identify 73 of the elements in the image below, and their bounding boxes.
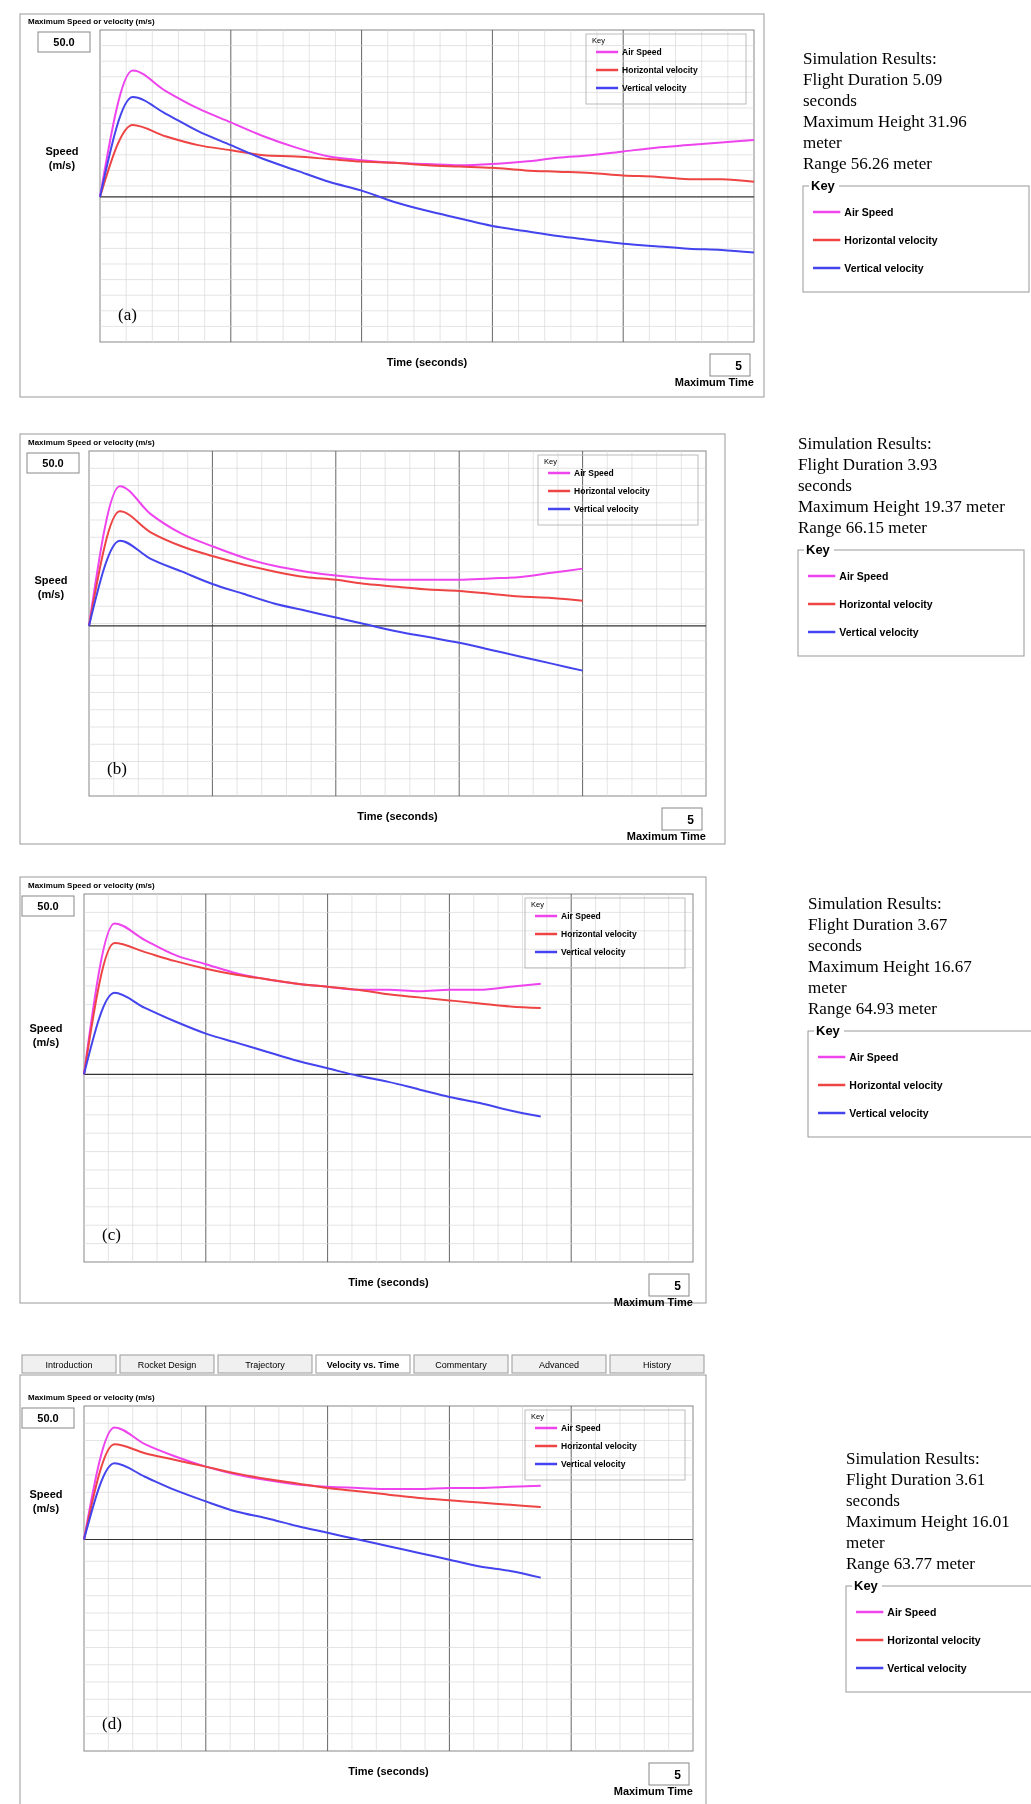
text: 50.0 [37,1412,59,1424]
text: 5 [674,1768,682,1782]
legend-label: Horizontal velocity [561,1441,637,1452]
legend-label: Air Speed [844,205,894,218]
legend-title: Key [854,1578,879,1593]
legend-label: Horizontal velocity [561,929,637,940]
text: (a) [118,305,137,324]
chart-title: Maximum Speed or velocity (m/s) [28,17,156,26]
legend-label: Horizontal velocity [887,1633,981,1646]
text: (b) [107,759,127,778]
y-axis-title: Speed (m/s) [45,144,79,171]
legend-label: Vertical velocity [574,504,639,515]
tab-row: Introduction Rocket Design Trajectory Velocity vs. Time Commentary Advanced History [21,1354,705,1374]
legend-label: Vertical velocity [887,1661,967,1674]
text: Range 56.26 meter [803,154,933,173]
legend-label: Vertical velocity [561,947,626,958]
legend-label: Vertical velocity [844,261,924,274]
text: 50.0 [42,457,64,469]
text: Range 63.77 meter [846,1554,976,1573]
x-axis-title: Time (seconds) [348,1276,430,1288]
legend-label: Horizontal velocity [622,65,698,76]
text: (d) [102,1714,122,1733]
legend-label: Air Speed [561,911,601,922]
text: Range 64.93 meter [808,999,938,1018]
legend-label: Horizontal velocity [574,486,650,497]
legend-label: Air Speed [561,1423,601,1434]
x-axis-title: Time (seconds) [386,356,468,368]
x-axis-title: Time (seconds) [357,810,439,822]
y-axis-title: Speed (m/s) [34,573,68,600]
text: Simulation Results: [798,434,932,453]
legend-label: Horizontal velocity [844,233,938,246]
legend-label: Horizontal velocity [849,1078,943,1091]
legend-label: Air Speed [887,1605,937,1618]
text: Simulation Results: [846,1449,980,1468]
text: Range 66.15 meter [798,518,928,537]
legend-label: Air Speed [839,569,889,582]
chart-title: Maximum Speed or velocity (m/s) [28,1393,156,1402]
text: 5 [735,359,743,373]
text: Simulation Results: [803,49,937,68]
text: (c) [102,1225,121,1244]
text: Flight Duration 3.61 seconds [846,1470,986,1510]
text: Maximum Time [613,1785,693,1797]
legend-label: Vertical velocity [839,625,919,638]
text: Maximum Time [613,1296,693,1308]
text: Maximum Height 31.96 meter [803,112,967,152]
text: 5 [687,813,695,827]
text: Flight Duration 3.67 seconds [808,915,948,955]
text: 5 [674,1279,682,1293]
text: 50.0 [53,36,75,48]
text: Maximum Height 19.37 meter [798,497,1006,516]
legend-label: Vertical velocity [849,1106,929,1119]
x-axis-title: Time (seconds) [348,1765,430,1777]
chart-title: Maximum Speed or velocity (m/s) [28,438,156,447]
text: Flight Duration 5.09 seconds [803,70,943,110]
text: Simulation Results: [808,894,942,913]
text: 50.0 [37,900,59,912]
legend-label: Vertical velocity [622,83,687,94]
chart-title: Maximum Speed or velocity (m/s) [28,881,156,890]
text: Flight Duration 3.93 seconds [798,455,938,495]
legend-title: Key [811,178,836,193]
legend-label: Vertical velocity [561,1459,626,1470]
legend-label: Air Speed [622,47,662,58]
y-axis-title: Speed (m/s) [29,1022,63,1049]
legend-label: Air Speed [849,1050,899,1063]
text: Maximum Time [674,376,754,388]
text: Maximum Height 16.01 meter [846,1512,1010,1552]
legend-title: Key [816,1023,841,1038]
y-axis-title: Speed (m/s) [29,1487,63,1514]
legend-label: Air Speed [574,468,614,479]
legend-title: Key [806,542,831,557]
text: Maximum Height 16.67 meter [808,957,973,997]
legend-label: Horizontal velocity [839,597,933,610]
text: Maximum Time [626,830,706,842]
